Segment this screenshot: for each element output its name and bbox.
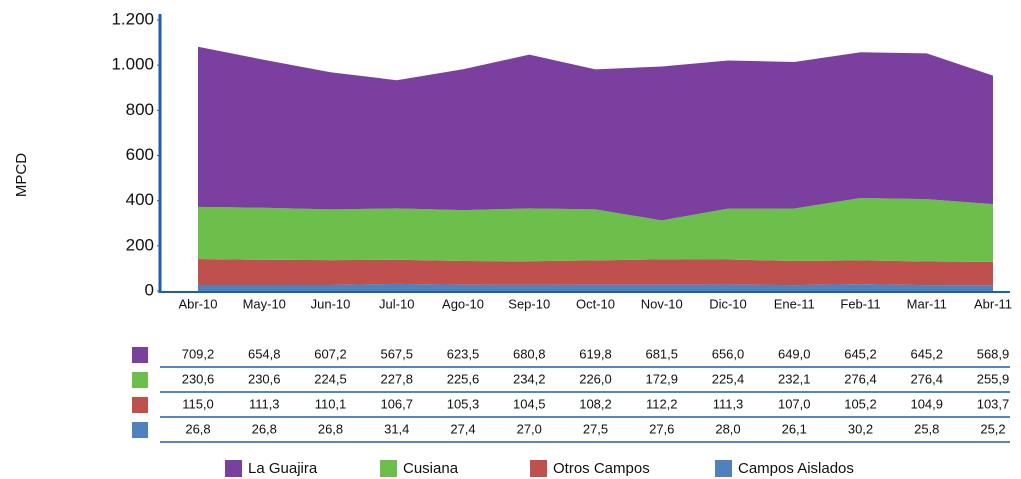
x-tick-label: Abr-10 <box>178 296 217 311</box>
legend-swatch <box>715 460 732 477</box>
table-value: 27,4 <box>450 421 475 436</box>
table-swatch <box>132 372 148 388</box>
table-value: 680,8 <box>513 346 546 361</box>
table-value: 226,0 <box>579 371 612 386</box>
table-value: 107,0 <box>778 396 811 411</box>
table-value: 26,1 <box>782 421 807 436</box>
table-swatch <box>132 347 148 363</box>
y-tick-label: 1.000 <box>111 55 154 74</box>
y-axis-label: MPCD <box>13 153 30 197</box>
table-value: 656,0 <box>712 346 745 361</box>
legend-label: Campos Aislados <box>738 460 854 477</box>
table-value: 234,2 <box>513 371 546 386</box>
x-tick-label: Ago-10 <box>442 296 484 311</box>
table-value: 27,5 <box>583 421 608 436</box>
x-tick-label: May-10 <box>243 296 286 311</box>
table-value: 104,9 <box>910 396 943 411</box>
table-value: 568,9 <box>977 346 1010 361</box>
legend-label: Otros Campos <box>553 460 650 477</box>
table-swatch <box>132 422 148 438</box>
x-tick-label: Abr-11 <box>974 296 1012 311</box>
table-value: 607,2 <box>314 346 347 361</box>
table-value: 681,5 <box>645 346 678 361</box>
area <box>198 283 993 291</box>
table-value: 224,5 <box>314 371 347 386</box>
table-value: 26,8 <box>318 421 343 436</box>
table-value: 110,1 <box>315 396 347 411</box>
table-value: 225,4 <box>712 371 745 386</box>
table-value: 105,3 <box>447 396 480 411</box>
legend-swatch <box>530 460 547 477</box>
table-value: 230,6 <box>248 371 281 386</box>
y-tick-label: 1.200 <box>111 9 154 28</box>
x-tick-label: Nov-10 <box>641 296 683 311</box>
legend-swatch <box>225 460 242 477</box>
table-value: 112,2 <box>646 396 678 411</box>
table-value: 26,8 <box>252 421 277 436</box>
y-tick-label: 600 <box>126 145 154 164</box>
table-value: 31,4 <box>384 421 409 436</box>
table-swatch <box>132 397 148 413</box>
table-value: 645,2 <box>910 346 943 361</box>
y-tick-label: 400 <box>126 190 154 209</box>
table-value: 30,2 <box>848 421 873 436</box>
x-tick-label: Ene-11 <box>774 296 815 311</box>
x-tick-label: Oct-10 <box>576 296 615 311</box>
y-tick-label: 200 <box>126 235 154 254</box>
table-value: 232,1 <box>778 371 811 386</box>
table-value: 27,0 <box>517 421 542 436</box>
x-tick-label: Mar-11 <box>907 296 947 311</box>
x-tick-label: Jul-10 <box>379 296 414 311</box>
table-value: 111,3 <box>713 396 744 411</box>
table-value: 230,6 <box>182 371 215 386</box>
table-value: 108,2 <box>579 396 612 411</box>
x-tick-label: Dic-10 <box>709 296 747 311</box>
table-value: 104,5 <box>513 396 546 411</box>
table-value: 106,7 <box>380 396 413 411</box>
x-tick-label: Jun-10 <box>311 296 351 311</box>
table-value: 172,9 <box>645 371 678 386</box>
table-value: 227,8 <box>380 371 413 386</box>
table-value: 649,0 <box>778 346 811 361</box>
table-value: 276,4 <box>910 371 943 386</box>
x-tick-label: Sep-10 <box>508 296 550 311</box>
area <box>198 46 993 221</box>
table-value: 276,4 <box>844 371 877 386</box>
y-tick-label: 800 <box>126 100 154 119</box>
table-value: 27,6 <box>649 421 674 436</box>
table-value: 619,8 <box>579 346 612 361</box>
table-value: 225,6 <box>447 371 480 386</box>
table-value: 567,5 <box>380 346 413 361</box>
table-value: 25,2 <box>980 421 1005 436</box>
table-value: 645,2 <box>844 346 877 361</box>
table-value: 111,3 <box>249 396 280 411</box>
x-tick-label: Feb-11 <box>840 296 880 311</box>
table-value: 623,5 <box>447 346 480 361</box>
table-value: 103,7 <box>977 396 1010 411</box>
area <box>198 198 993 262</box>
table-value: 28,0 <box>715 421 740 436</box>
table-value: 26,8 <box>185 421 210 436</box>
table-value: 709,2 <box>182 346 215 361</box>
area <box>198 258 993 286</box>
legend-label: La Guajira <box>248 460 318 477</box>
table-value: 654,8 <box>248 346 281 361</box>
table-value: 25,8 <box>914 421 939 436</box>
legend-label: Cusiana <box>403 460 459 477</box>
legend-swatch <box>380 460 397 477</box>
table-value: 115,0 <box>182 396 214 411</box>
table-value: 105,2 <box>844 396 877 411</box>
table-value: 255,9 <box>977 371 1010 386</box>
y-tick-label: 0 <box>145 280 154 299</box>
